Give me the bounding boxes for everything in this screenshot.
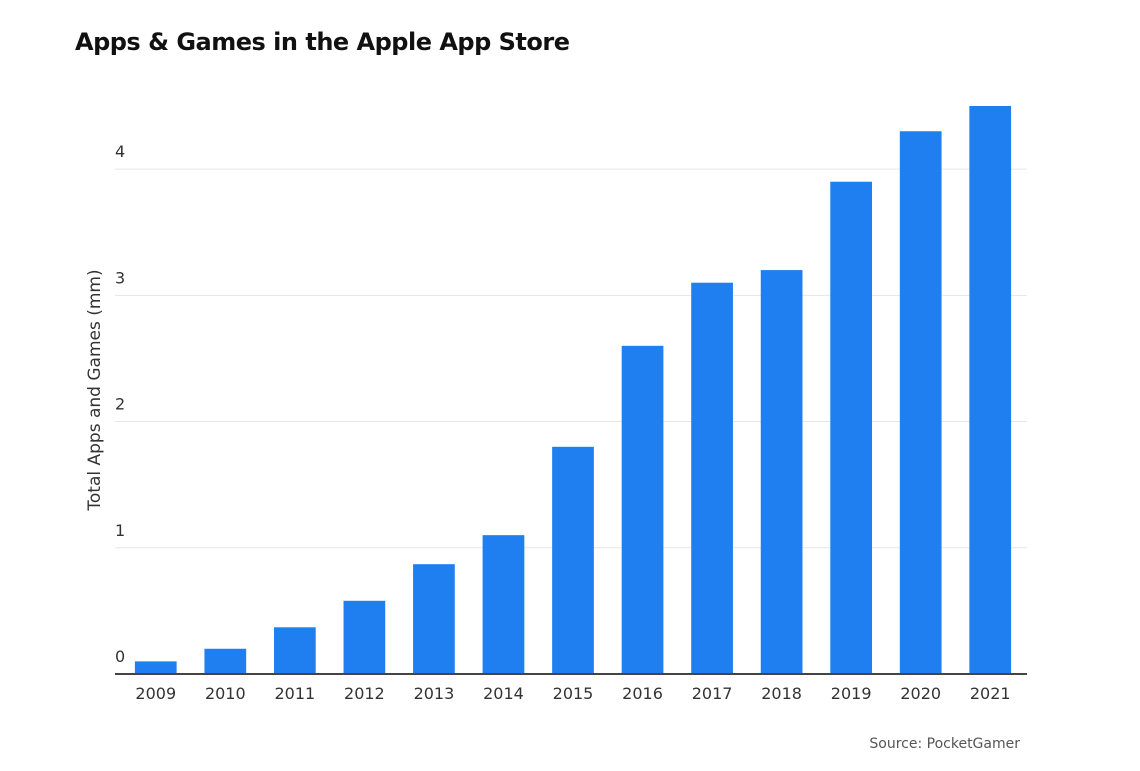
bar xyxy=(691,282,733,674)
x-tick-label: 2009 xyxy=(135,684,176,703)
bar xyxy=(273,627,316,674)
y-axis-label: Total Apps and Games (mm) xyxy=(85,269,105,511)
y-tick-label: 4 xyxy=(115,142,125,161)
y-tick-label: 1 xyxy=(115,521,125,540)
y-tick-label: 3 xyxy=(115,268,125,287)
bar xyxy=(830,181,873,674)
y-tick-label: 2 xyxy=(115,395,125,414)
x-tick-label: 2012 xyxy=(344,684,385,703)
x-tick-label: 2021 xyxy=(970,684,1011,703)
bar xyxy=(621,345,664,674)
x-tick-label: 2018 xyxy=(761,684,802,703)
x-tick-label: 2015 xyxy=(553,684,594,703)
bar xyxy=(413,564,455,674)
y-tick-label: 0 xyxy=(115,647,125,666)
source-note: Source: PocketGamer xyxy=(869,736,1020,752)
x-tick-label: 2016 xyxy=(622,684,663,703)
x-tick-label: 2011 xyxy=(274,684,315,703)
bar xyxy=(969,106,1012,674)
chart-title: Apps & Games in the Apple App Store xyxy=(75,28,570,56)
bar xyxy=(134,661,177,674)
bar xyxy=(899,131,942,674)
bar xyxy=(204,648,247,674)
bar xyxy=(760,270,803,674)
x-tick-label: 2013 xyxy=(414,684,455,703)
bar xyxy=(343,600,386,674)
x-tick-label: 2019 xyxy=(831,684,872,703)
x-tick-label: 2017 xyxy=(692,684,733,703)
bar xyxy=(552,446,594,674)
x-tick-label: 2020 xyxy=(900,684,941,703)
x-tick-label: 2014 xyxy=(483,684,524,703)
bar xyxy=(482,535,525,674)
x-tick-label: 2010 xyxy=(205,684,246,703)
